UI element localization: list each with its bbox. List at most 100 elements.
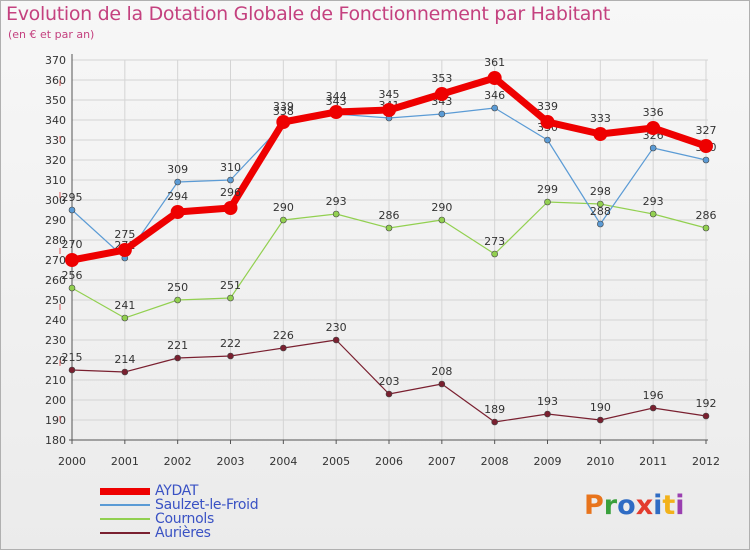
y-tick-label: 330 [45,134,66,147]
data-label: 339 [273,100,294,113]
data-label: 346 [484,89,505,102]
data-point [491,418,498,426]
data-point [223,201,238,215]
data-point [649,144,657,152]
data-point [68,366,76,374]
data-point [438,110,446,118]
legend-item: Cournols [100,511,258,527]
chart-subtitle: (en € et par an) [8,28,95,41]
logo-letter: r [603,490,618,521]
x-tick-label: 2007 [428,455,456,468]
data-point [487,71,502,85]
data-point [385,390,393,398]
data-label: 208 [431,365,452,378]
data-point [702,412,710,420]
logo-letter: i [675,490,685,521]
data-label: 333 [590,112,611,125]
x-tick-label: 2008 [481,455,509,468]
x-tick-label: 2010 [586,455,614,468]
data-point [174,296,181,304]
data-label: 190 [590,401,611,414]
data-label: 226 [273,329,294,342]
y-tick-label: 360 [45,74,66,87]
data-label: 344 [326,90,347,103]
legend-swatch [100,532,150,534]
data-label: 353 [431,72,452,85]
y-tick-label: 230 [45,334,66,347]
logo-letter: P [584,490,604,521]
axes: 1801902002102202302402502602702802903003… [45,54,720,468]
data-point [646,121,661,135]
y-tick-label: 210 [45,374,66,387]
x-tick-label: 2011 [639,455,667,468]
x-tick-label: 2012 [692,455,720,468]
y-tick-label: 200 [45,394,66,407]
data-point [227,352,234,360]
y-tick-label: 280 [45,234,66,247]
y-tick-label: 340 [45,114,66,127]
data-label: 192 [696,397,717,410]
data-label: 221 [167,339,188,352]
data-point [174,354,181,362]
data-point [329,105,344,119]
data-point [699,139,713,153]
y-tick-label: 270 [45,254,66,267]
data-point [438,380,446,388]
y-tick-label: 250 [45,294,66,307]
data-label: 241 [114,299,135,312]
data-label: 196 [643,389,664,402]
data-label: 275 [114,228,135,241]
data-label: 214 [114,353,135,366]
data-label: 250 [167,281,188,294]
chart-title: Evolution de la Dotation Globale de Fonc… [6,3,611,25]
data-label: 293 [326,195,347,208]
data-label: 361 [484,56,505,69]
series-aydat: 270 275 294 296 339 344 345 353 361 339 333 336 327 [62,56,717,267]
y-tick-label: 350 [45,94,66,107]
data-point [280,344,287,352]
series-auri-res: 215 214 221 222 226 230 203 208 189 193 190 196 192 [62,321,717,426]
y-tick-label: 220 [45,354,66,367]
x-tick-label: 2005 [322,455,350,468]
data-point [491,104,498,112]
data-label: 294 [167,190,188,203]
data-label: 336 [643,106,664,119]
data-label: 295 [62,191,83,204]
data-label: 310 [220,161,241,174]
logo-letter: x [635,490,654,521]
data-point [227,176,234,184]
data-point [382,103,396,117]
data-point [544,410,551,418]
y-tick-label: 320 [45,154,66,167]
data-point [280,216,287,224]
data-point [68,284,76,292]
data-label: 286 [379,209,400,222]
data-label: 298 [590,185,611,198]
legend: AYDAT Saulzet-le-Froid Cournols Aurières [100,483,259,541]
data-point [649,404,657,412]
data-label: 296 [220,186,241,199]
data-point [491,250,498,258]
data-label: 345 [379,88,400,101]
data-point [438,216,446,224]
x-tick-label: 2004 [269,455,297,468]
legend-label: Aurières [155,525,211,541]
y-tick-label: 300 [45,194,66,207]
data-label: 309 [167,163,188,176]
data-point [702,156,710,164]
legend-item: AYDAT [100,483,258,499]
y-tick-label: 310 [45,174,66,187]
data-label: 343 [326,95,347,108]
data-label: 286 [696,209,717,222]
data-label: 215 [62,351,83,364]
data-label: 293 [643,195,664,208]
x-tick-label: 2009 [534,455,562,468]
data-label: 290 [431,201,452,214]
data-label: 290 [273,201,294,214]
legend-label: Saulzet-le-Froid [155,497,259,513]
y-tick-label: 240 [45,314,66,327]
data-point [544,198,551,206]
y-tick-label: 290 [45,214,66,227]
data-label: 251 [220,279,241,292]
data-point [117,243,132,257]
